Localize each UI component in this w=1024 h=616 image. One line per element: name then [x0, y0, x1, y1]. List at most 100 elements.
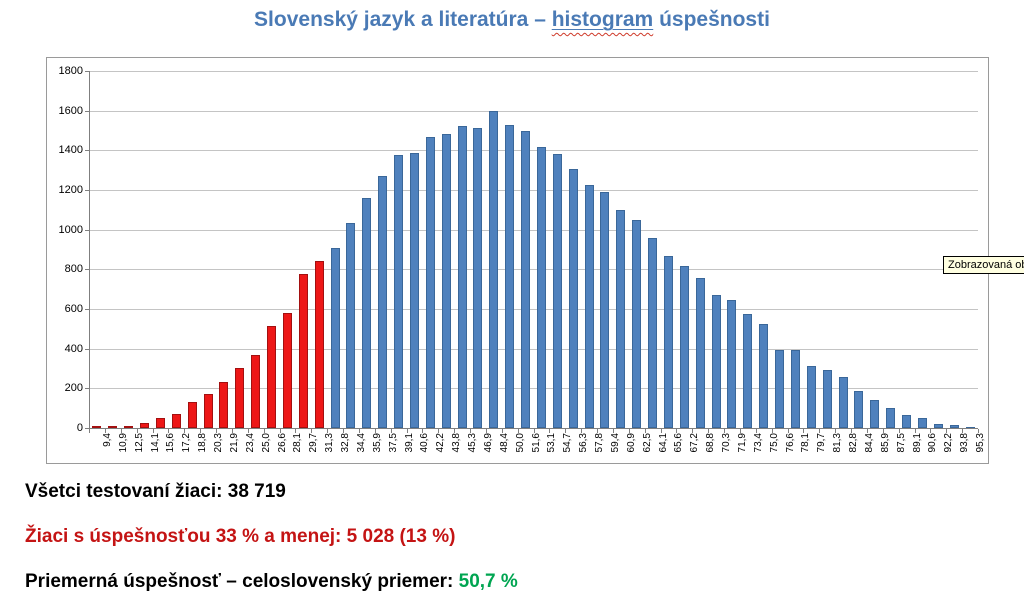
y-axis-tick: [85, 229, 89, 231]
y-gridline: [89, 269, 978, 271]
x-axis-tick: [724, 429, 725, 433]
x-axis-label: 26,6: [276, 433, 288, 453]
x-axis-tick: [835, 429, 837, 433]
x-axis-label: 46,9: [482, 433, 494, 453]
x-axis-tick: [533, 429, 535, 433]
x-axis-tick: [692, 429, 694, 433]
x-axis-label: 28,1: [292, 433, 304, 453]
bar: [362, 198, 372, 428]
bar: [775, 350, 785, 428]
x-axis-label: 84,4: [863, 433, 875, 453]
x-axis-tick: [311, 429, 313, 433]
x-axis-tick: [517, 429, 519, 433]
x-axis-label: 34,4: [355, 433, 367, 453]
average-success-label: Priemerná úspešnosť – celoslovenský prie…: [25, 571, 459, 592]
bar: [251, 355, 261, 428]
bar: [124, 426, 134, 428]
bar: [568, 169, 578, 428]
bar: [790, 350, 800, 428]
y-gridline: [89, 229, 978, 231]
y-axis-line: [89, 71, 90, 428]
x-axis-tick: [358, 429, 360, 433]
spellcheck-underline: histogram: [552, 8, 654, 31]
average-success-line: Priemerná úspešnosť – celoslovenský prie…: [25, 571, 518, 593]
x-axis-tick: [168, 429, 170, 433]
x-axis-tick: [438, 429, 440, 433]
bar: [521, 131, 531, 428]
x-axis-tick: [597, 429, 598, 433]
x-axis-tick: [882, 429, 884, 433]
x-axis-label: 90,6: [927, 433, 939, 453]
x-axis-tick: [581, 429, 583, 433]
x-axis-tick: [485, 429, 487, 433]
y-axis-tick: [85, 110, 89, 112]
x-axis-tick: [660, 429, 662, 433]
x-axis-tick: [946, 429, 948, 433]
x-axis-label: 40,6: [419, 433, 431, 453]
page-title: Slovenský jazyk a literatúra – histogram…: [0, 8, 1024, 32]
failing-students-line: Žiaci s úspešnosťou 33 % a menej: 5 028 …: [25, 526, 456, 547]
x-axis-label: 78,1: [800, 433, 812, 453]
x-axis-tick: [200, 429, 202, 433]
x-axis-label: 18,8: [197, 433, 209, 453]
bar: [235, 368, 245, 428]
bar: [727, 300, 737, 428]
x-axis-label: 31,3: [324, 433, 336, 453]
x-axis-label: 57,8: [594, 433, 606, 453]
y-axis-tick: [85, 388, 89, 390]
bar: [457, 126, 467, 428]
x-axis-tick: [708, 429, 710, 433]
x-axis-label: 9,4: [101, 433, 113, 447]
bar: [759, 324, 769, 428]
y-axis-label: 0: [76, 422, 83, 434]
x-axis-tick: [247, 429, 249, 433]
y-axis-label: 600: [64, 303, 83, 315]
x-axis-tick: [803, 429, 805, 433]
x-axis-label: 79,7: [816, 433, 828, 453]
x-axis-label: 12,5: [133, 433, 145, 453]
x-axis-tick: [755, 429, 757, 433]
x-axis-tick: [343, 429, 344, 433]
bar: [949, 425, 959, 428]
x-axis-tick: [104, 429, 106, 433]
y-axis-tick: [85, 71, 89, 72]
x-axis-tick: [216, 429, 217, 433]
x-axis-label: 43,8: [451, 433, 463, 453]
bar: [600, 192, 610, 428]
x-axis-tick: [612, 429, 614, 433]
x-axis-tick: [962, 429, 964, 433]
histogram-chart: 0 200 400 600 800 1000 1200 1400 1600 1800 9,4 10,9…: [46, 57, 989, 464]
y-axis-tick: [85, 269, 89, 271]
x-axis-label: 60,9: [625, 433, 637, 453]
bar: [314, 261, 324, 428]
x-axis-tick: [930, 429, 932, 433]
x-axis-tick: [819, 429, 821, 433]
x-axis-label: 64,1: [657, 433, 669, 453]
bar: [838, 377, 848, 428]
x-axis-label: 54,7: [562, 433, 574, 453]
x-axis-tick: [327, 429, 329, 433]
y-axis-tick: [85, 190, 89, 191]
x-axis-label: 20,3: [213, 433, 225, 453]
x-axis-label: 75,0: [768, 433, 780, 453]
x-axis-tick: [628, 429, 630, 433]
y-gridline: [89, 309, 978, 310]
bar: [425, 137, 435, 428]
x-axis-label: 32,8: [340, 433, 352, 453]
x-axis-label: 51,6: [530, 433, 542, 453]
bar: [92, 426, 102, 428]
bar: [854, 391, 864, 428]
bar: [473, 128, 483, 428]
x-axis-label: 37,5: [387, 433, 399, 453]
average-success-value: 50,7 %: [458, 571, 518, 592]
x-axis-tick: [914, 429, 916, 433]
bar: [584, 185, 594, 428]
x-axis-label: 39,1: [403, 433, 415, 453]
x-axis-tick: [89, 429, 90, 433]
x-axis-tick: [898, 429, 900, 433]
bar: [743, 314, 753, 428]
x-axis-label: 29,7: [308, 433, 320, 453]
x-axis-tick: [470, 429, 471, 433]
x-axis-label: 23,4: [244, 433, 256, 453]
bar: [441, 134, 451, 428]
